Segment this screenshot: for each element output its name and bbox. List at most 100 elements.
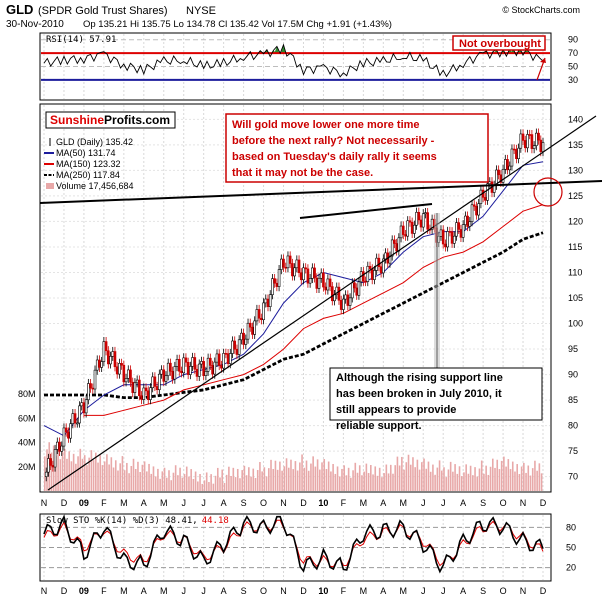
price-candle bbox=[138, 379, 141, 397]
x-tick-label: A bbox=[221, 586, 227, 596]
price-candle bbox=[379, 266, 383, 274]
volume-bar bbox=[263, 467, 266, 491]
price-candle bbox=[226, 353, 230, 364]
chart-date: 30-Nov-2010 bbox=[6, 19, 64, 30]
price-candle bbox=[523, 140, 527, 149]
rising-support-line bbox=[47, 115, 597, 491]
price-candle bbox=[337, 286, 341, 301]
volume-bar bbox=[534, 460, 536, 491]
price-tick-label: 140 bbox=[568, 114, 583, 124]
volume-bar bbox=[219, 477, 221, 491]
x-tick-label: F bbox=[341, 498, 347, 508]
price-candle bbox=[80, 402, 84, 407]
volume-bar bbox=[389, 464, 392, 491]
volume-bar bbox=[279, 461, 281, 491]
quote-line: Op 135.21 Hi 135.75 Lo 134.78 Cl 135.42 … bbox=[83, 19, 392, 30]
volume-bar bbox=[285, 458, 288, 491]
price-candle bbox=[171, 370, 174, 380]
volume-bar bbox=[367, 473, 370, 491]
volume-bar bbox=[334, 473, 337, 491]
price-candle bbox=[382, 258, 385, 274]
x-tick-label: N bbox=[280, 586, 287, 596]
volume-bar bbox=[185, 466, 188, 491]
volume-bar bbox=[496, 459, 499, 491]
price-candle bbox=[113, 351, 117, 368]
price-candle bbox=[253, 320, 256, 335]
price-candle bbox=[56, 441, 59, 450]
price-candle bbox=[235, 348, 239, 355]
price-candle bbox=[222, 353, 225, 369]
volume-bar bbox=[487, 474, 490, 491]
sto-tick-label: 20 bbox=[566, 563, 576, 573]
price-candle bbox=[475, 206, 478, 216]
volume-bar bbox=[385, 464, 388, 491]
volume-bar bbox=[536, 470, 538, 491]
volume-bar bbox=[152, 466, 155, 491]
price-candle bbox=[158, 373, 161, 391]
volume-bar bbox=[256, 470, 259, 491]
x-tick-label: A bbox=[141, 498, 147, 508]
price-tick-label: 135 bbox=[568, 140, 583, 150]
price-candle bbox=[60, 445, 64, 452]
price-candle bbox=[466, 215, 469, 227]
volume-bar bbox=[465, 464, 467, 491]
price-candle bbox=[501, 168, 505, 183]
volume-bar bbox=[119, 463, 122, 491]
volume-bar bbox=[239, 478, 241, 491]
volume-bar bbox=[305, 460, 308, 491]
price-candle bbox=[69, 423, 72, 439]
volume-bar bbox=[99, 455, 102, 491]
x-tick-label: M bbox=[400, 586, 408, 596]
x-tick-label: D bbox=[300, 586, 307, 596]
price-candle bbox=[162, 369, 166, 382]
volume-bar bbox=[454, 464, 456, 491]
price-candle bbox=[87, 383, 90, 401]
price-candle bbox=[164, 375, 168, 382]
volume-bar bbox=[92, 460, 95, 491]
volume-bar bbox=[423, 458, 425, 491]
x-axis: N D 09 F M A M J J A S O N D 10 F M A M J J A S O N D bbox=[41, 498, 547, 508]
stochastic-panel: Slow STO %K(14) %D(3) 48.41, 44.18 80 50 20 bbox=[39, 513, 576, 582]
price-candle bbox=[44, 471, 48, 477]
volume-bar bbox=[188, 476, 190, 491]
price-candle bbox=[115, 366, 119, 375]
price-candle bbox=[328, 278, 332, 287]
price-candle bbox=[262, 302, 265, 321]
price-candle bbox=[410, 221, 414, 234]
price-candle bbox=[118, 363, 121, 375]
x-tick-label: N bbox=[520, 586, 527, 596]
x-tick-label: D bbox=[61, 586, 68, 596]
volume-bar bbox=[538, 463, 541, 491]
volume-bar bbox=[50, 452, 53, 491]
price-candle bbox=[120, 363, 123, 366]
price-candle bbox=[186, 361, 190, 375]
price-candle bbox=[399, 225, 403, 239]
price-tick-label: 100 bbox=[568, 319, 583, 329]
volume-bar bbox=[68, 451, 70, 491]
x-tick-label: A bbox=[141, 586, 147, 596]
price-candle bbox=[107, 350, 110, 365]
volume-bar bbox=[154, 476, 157, 491]
volume-bar bbox=[438, 460, 441, 491]
price-candle bbox=[353, 282, 356, 289]
x-tick-label: J bbox=[421, 498, 426, 508]
price-candle bbox=[444, 243, 447, 248]
price-tick-label: 125 bbox=[568, 191, 583, 201]
volume-bar bbox=[103, 461, 106, 491]
volume-bar bbox=[374, 466, 377, 491]
price-candle bbox=[182, 357, 186, 374]
support-note-text: Although the rising support line has been… bbox=[336, 372, 503, 432]
x-tick-label: A bbox=[221, 498, 227, 508]
volume-bar bbox=[194, 471, 197, 491]
rsi-tick-label: 50 bbox=[568, 62, 578, 72]
price-candle bbox=[528, 134, 531, 136]
price-candle bbox=[246, 322, 250, 340]
x-tick-label: 09 bbox=[79, 586, 89, 596]
price-candle bbox=[415, 211, 418, 226]
volume-bar bbox=[392, 473, 394, 491]
volume-bar bbox=[509, 469, 512, 491]
price-candle bbox=[140, 395, 143, 400]
price-candle bbox=[291, 263, 294, 277]
volume-bar bbox=[418, 469, 421, 491]
